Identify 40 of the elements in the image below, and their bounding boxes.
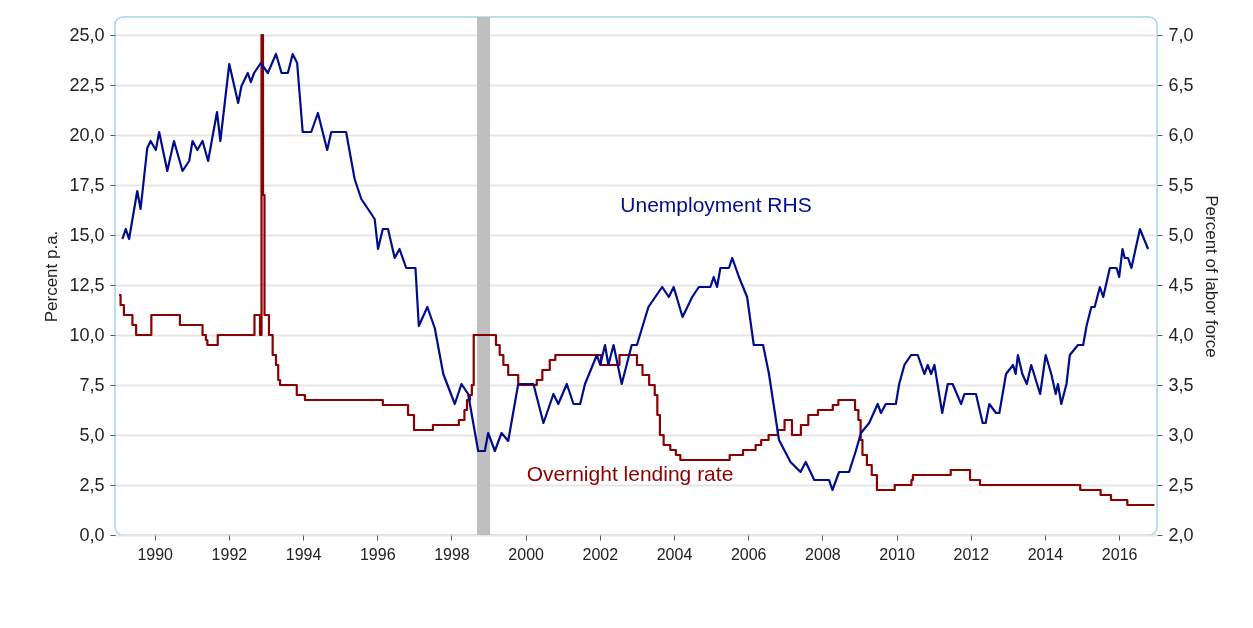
y-axis-title: Percent p.a. bbox=[42, 230, 62, 323]
x-tick-label: 2012 bbox=[953, 545, 990, 563]
y2-tick-label: 2,0 bbox=[1168, 524, 1194, 545]
y-tick-label: 2,5 bbox=[79, 474, 105, 495]
y2-tick-label: 4,5 bbox=[1168, 274, 1194, 295]
y-tick-label: 0,0 bbox=[79, 524, 105, 545]
series-label: Overnight lending rate bbox=[526, 462, 734, 485]
y2-tick-label: 6,5 bbox=[1168, 74, 1194, 95]
y-tick-label: 20,0 bbox=[69, 124, 105, 145]
x-tick-label: 2004 bbox=[656, 545, 693, 563]
x-tick-label: 1998 bbox=[434, 545, 470, 563]
y-tick-label: 22,5 bbox=[69, 74, 105, 95]
y-tick-label: 25,0 bbox=[69, 24, 105, 45]
x-tick-label: 2008 bbox=[805, 545, 841, 563]
x-tick-label: 2016 bbox=[1101, 545, 1138, 563]
y-tick-label: 15,0 bbox=[69, 224, 105, 245]
x-tick-label: 2014 bbox=[1027, 545, 1064, 563]
y2-axis-title: Percent of labor force bbox=[1201, 195, 1221, 358]
x-tick-label: 1992 bbox=[211, 545, 248, 563]
y2-tick-label: 4,0 bbox=[1168, 324, 1194, 345]
x-tick-label: 2002 bbox=[582, 545, 619, 563]
x-tick-label: 2000 bbox=[508, 545, 545, 563]
y-tick-label: 12,5 bbox=[69, 274, 105, 295]
x-tick-label: 2010 bbox=[879, 545, 915, 563]
y2-tick-label: 6,0 bbox=[1168, 124, 1194, 145]
y-tick-label: 10,0 bbox=[69, 324, 105, 345]
y-tick-label: 5,0 bbox=[79, 424, 105, 445]
y2-tick-label: 5,5 bbox=[1168, 174, 1194, 195]
text: Unemployment RHS bbox=[620, 193, 812, 216]
x-tick-label: 2006 bbox=[730, 545, 767, 563]
y-tick-label: 17,5 bbox=[69, 174, 105, 195]
y2-tick-label: 3,5 bbox=[1168, 374, 1194, 395]
y2-tick-label: 2,5 bbox=[1168, 474, 1194, 495]
y-tick-label: 7,5 bbox=[79, 374, 105, 395]
y2-tick-label: 3,0 bbox=[1168, 424, 1194, 445]
x-tick-label: 1990 bbox=[137, 545, 174, 563]
x-tick-label: 1996 bbox=[359, 545, 396, 563]
y2-tick-label: 5,0 bbox=[1168, 224, 1194, 245]
y2-tick-label: 7,0 bbox=[1168, 24, 1194, 45]
x-tick-label: 1994 bbox=[285, 545, 322, 563]
